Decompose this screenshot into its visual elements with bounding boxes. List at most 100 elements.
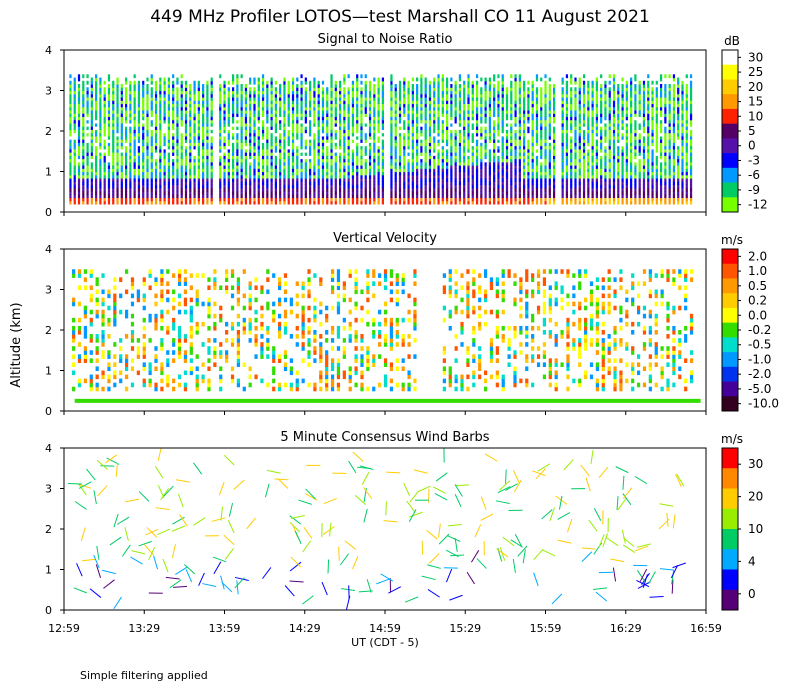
colorbar-swatch [722,396,738,412]
panel-title: Signal to Noise Ratio [318,32,453,47]
colorbar-swatch [722,79,738,95]
colorbar-label: 1.0 [748,264,767,278]
colorbar-label: 5 [748,124,756,138]
colorbar-units: m/s [721,432,743,446]
x-tick-label: 15:59 [530,622,562,635]
colorbar: 30 20 10 4 0 [721,447,763,611]
colorbar-label: -0.2 [748,323,771,337]
colorbar-label: -1.0 [748,352,771,366]
colorbar-swatch [722,322,738,338]
colorbar-label: -12 [748,198,768,212]
y-tick-label: 2 [45,324,52,337]
x-tick-label: 16:29 [610,622,642,635]
colorbar-label: 15 [748,95,763,109]
colorbar-label: 20 [748,80,763,94]
colorbar-label: 10 [748,109,763,123]
colorbar-swatch [722,278,738,294]
x-axis-label: UT (CDT - 5) [351,636,419,649]
colorbar-swatch [722,123,738,139]
colorbar-label: 0.5 [748,279,767,293]
x-tick-label: 13:59 [209,622,241,635]
panel-frame [63,447,707,611]
colorbar-units: dB [724,34,740,48]
y-tick-label: 1 [45,564,52,577]
x-tick-label: 12:59 [48,622,80,635]
colorbar-swatch [722,182,738,198]
colorbar-label: 4 [748,554,756,568]
colorbar-label: -10.0 [748,397,779,411]
colorbar-label: 0 [748,587,756,601]
colorbar-swatch [722,307,738,323]
y-tick-label: 4 [45,44,52,57]
colorbar-label: -9 [748,183,760,197]
panel-2: Vertical Velocity01234m/s2.01.00.50.20.0… [45,231,779,418]
colorbar-label: -5.0 [748,382,771,396]
colorbar-swatch [722,569,738,591]
panel-title: 5 Minute Consensus Wind Barbs [280,430,489,445]
colorbar-swatch [722,529,738,550]
colorbar-swatch [722,64,738,80]
colorbar-label: 10 [748,522,763,536]
colorbar-label: 25 [748,65,763,79]
colorbar-swatch [722,153,738,169]
y-tick-label: 0 [45,206,52,219]
figure-title: 449 MHz Profiler LOTOS—test Marshall CO … [150,7,650,27]
colorbar-units: m/s [721,233,743,247]
y-axis-label: Altitude (km) [9,302,24,387]
colorbar-swatch [722,352,738,368]
y-tick-label: 0 [45,405,52,418]
x-tick-label: 14:29 [289,622,321,635]
colorbar: 2.01.00.50.20.0-0.2-0.5-1.0-2.0-5.0-10.0 [721,248,779,412]
y-tick-label: 2 [45,523,52,536]
colorbar-swatch [722,138,738,154]
x-tick-label: 14:59 [369,622,401,635]
footer-note: Simple filtering applied [80,669,208,682]
colorbar-label: 20 [748,490,763,504]
x-tick-label: 16:59 [690,622,722,635]
colorbar-swatch [722,293,738,309]
colorbar-label: -2.0 [748,367,771,381]
colorbar-swatch [722,448,738,469]
y-tick-label: 2 [45,125,52,138]
panel-field [72,269,701,403]
panel-field [69,74,693,205]
colorbar-label: -0.5 [748,338,771,352]
y-tick-label: 1 [45,166,52,179]
colorbar-swatch [722,50,738,66]
y-tick-label: 4 [45,442,52,455]
colorbar-swatch [722,167,738,183]
colorbar-swatch [722,249,738,265]
colorbar-swatch [722,366,738,382]
colorbar-swatch [722,381,738,397]
panel-3: 5 Minute Consensus Wind Barbs 0 1 2 3 4 m/s 30 2… [45,430,763,617]
colorbar-label: -3 [748,153,760,167]
panel-title: Vertical Velocity [333,231,437,246]
y-tick-label: 3 [45,85,52,98]
panel-field [67,448,686,610]
x-tick-label: 15:29 [449,622,481,635]
y-tick-label: 3 [45,483,52,496]
colorbar-swatch [722,488,738,510]
colorbar-label: 0 [748,139,756,153]
x-tick-label: 13:29 [128,622,160,635]
colorbar-swatch [722,468,738,489]
colorbar-swatch [722,263,738,279]
colorbar-label: -6 [748,168,760,182]
y-tick-label: 3 [45,284,52,297]
colorbar-label: 0.0 [748,308,767,322]
panel-1: Signal to Noise Ratio01234dB302520151050… [45,32,768,219]
y-tick-label: 4 [45,243,52,256]
colorbar-swatch [722,549,738,570]
colorbar-label: 30 [748,50,763,64]
colorbar-swatch [722,589,738,611]
y-tick-label: 0 [45,604,52,617]
colorbar-swatch [722,508,738,530]
colorbar-swatch [722,108,738,124]
colorbar-label: 2.0 [748,249,767,263]
colorbar-swatch [722,197,738,213]
colorbar-label: 0.2 [748,294,767,308]
colorbar-swatch [722,337,738,353]
colorbar-label: 30 [748,457,763,471]
